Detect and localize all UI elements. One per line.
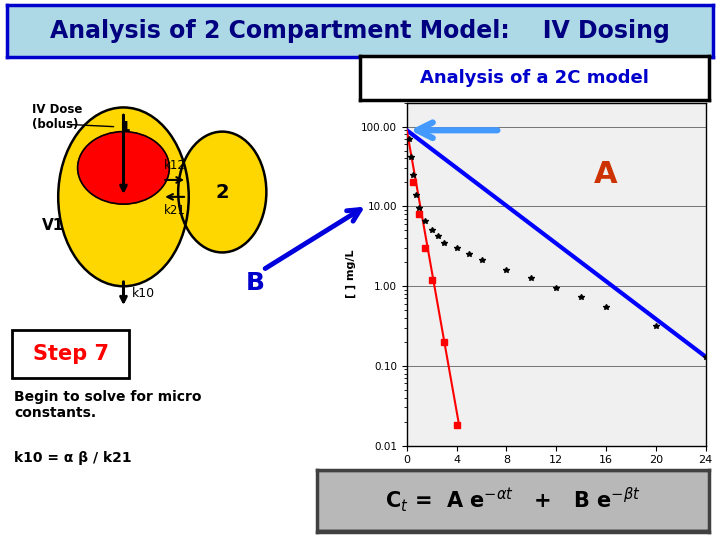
- FancyBboxPatch shape: [12, 330, 129, 378]
- Circle shape: [58, 107, 189, 286]
- Y-axis label: [ ] mg/L: [ ] mg/L: [346, 250, 356, 298]
- X-axis label: Hours: Hours: [536, 471, 577, 484]
- Text: k21: k21: [163, 204, 186, 217]
- FancyBboxPatch shape: [305, 470, 720, 531]
- Text: k10: k10: [132, 287, 156, 300]
- Text: IV Dose
(bolus): IV Dose (bolus): [32, 103, 82, 131]
- Text: 1: 1: [120, 120, 130, 134]
- Text: B: B: [246, 272, 265, 295]
- Text: Analysis of 2 Compartment Model:    IV Dosing: Analysis of 2 Compartment Model: IV Dosi…: [50, 19, 670, 43]
- Text: A: A: [594, 160, 618, 189]
- Text: Step 7: Step 7: [32, 344, 109, 364]
- Text: k12: k12: [163, 159, 186, 172]
- Text: 2: 2: [215, 183, 229, 201]
- Text: Analysis of a 2C model: Analysis of a 2C model: [420, 69, 649, 87]
- Text: V1: V1: [42, 218, 64, 233]
- Text: C$_t$ =  A e$^{-\alpha t}$   +   B e$^{-\beta t}$: C$_t$ = A e$^{-\alpha t}$ + B e$^{-\beta…: [385, 485, 641, 514]
- Circle shape: [178, 132, 266, 252]
- Ellipse shape: [78, 132, 169, 204]
- Text: Begin to solve for micro
constants.: Begin to solve for micro constants.: [14, 390, 202, 420]
- Text: k10 = α β / k21: k10 = α β / k21: [14, 450, 132, 464]
